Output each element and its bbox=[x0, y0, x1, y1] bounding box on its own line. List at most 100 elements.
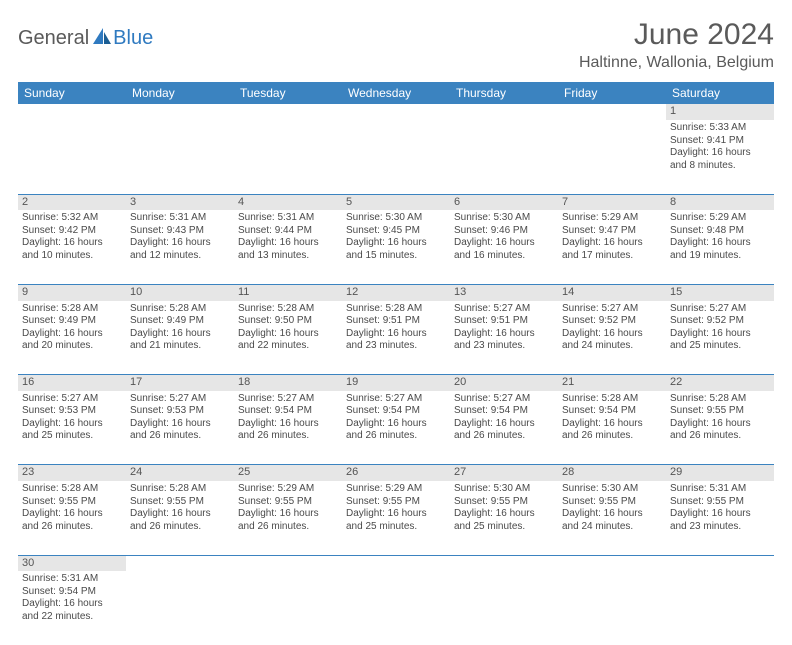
sunrise-text: Sunrise: 5:28 AM bbox=[238, 303, 338, 316]
day2-text: and 23 minutes. bbox=[346, 340, 446, 353]
day2-text: and 24 minutes. bbox=[562, 521, 662, 534]
day-number-cell: 24 bbox=[126, 465, 234, 481]
day-number-cell bbox=[342, 555, 450, 571]
day-cell: Sunrise: 5:28 AMSunset: 9:50 PMDaylight:… bbox=[234, 301, 342, 375]
sunrise-text: Sunrise: 5:28 AM bbox=[130, 483, 230, 496]
day-cell: Sunrise: 5:28 AMSunset: 9:51 PMDaylight:… bbox=[342, 301, 450, 375]
day-number-cell: 19 bbox=[342, 375, 450, 391]
day-number-cell: 4 bbox=[234, 194, 342, 210]
sunrise-text: Sunrise: 5:31 AM bbox=[238, 212, 338, 225]
day1-text: Daylight: 16 hours bbox=[22, 598, 122, 611]
day1-text: Daylight: 16 hours bbox=[670, 328, 770, 341]
weekday-header: Monday bbox=[126, 82, 234, 104]
day-cell: Sunrise: 5:30 AMSunset: 9:46 PMDaylight:… bbox=[450, 210, 558, 284]
day2-text: and 16 minutes. bbox=[454, 250, 554, 263]
sunrise-text: Sunrise: 5:32 AM bbox=[22, 212, 122, 225]
day-number-cell: 15 bbox=[666, 284, 774, 300]
day1-text: Daylight: 16 hours bbox=[22, 328, 122, 341]
day-cell: Sunrise: 5:30 AMSunset: 9:45 PMDaylight:… bbox=[342, 210, 450, 284]
day2-text: and 8 minutes. bbox=[670, 160, 770, 173]
header: General Blue June 2024 Haltinne, Walloni… bbox=[18, 18, 774, 72]
day2-text: and 21 minutes. bbox=[130, 340, 230, 353]
day-number-cell: 14 bbox=[558, 284, 666, 300]
day-cell bbox=[450, 120, 558, 194]
sunrise-text: Sunrise: 5:30 AM bbox=[454, 212, 554, 225]
day-cell: Sunrise: 5:29 AMSunset: 9:55 PMDaylight:… bbox=[342, 481, 450, 555]
day-cell bbox=[126, 120, 234, 194]
sunrise-text: Sunrise: 5:30 AM bbox=[454, 483, 554, 496]
day-number-cell bbox=[342, 104, 450, 120]
day-number-row: 1 bbox=[18, 104, 774, 120]
sunset-text: Sunset: 9:55 PM bbox=[670, 496, 770, 509]
day-number-cell: 28 bbox=[558, 465, 666, 481]
day-content-row: Sunrise: 5:28 AMSunset: 9:49 PMDaylight:… bbox=[18, 301, 774, 375]
day-cell: Sunrise: 5:29 AMSunset: 9:47 PMDaylight:… bbox=[558, 210, 666, 284]
sunrise-text: Sunrise: 5:27 AM bbox=[22, 393, 122, 406]
sunset-text: Sunset: 9:55 PM bbox=[22, 496, 122, 509]
day2-text: and 25 minutes. bbox=[22, 430, 122, 443]
day1-text: Daylight: 16 hours bbox=[562, 418, 662, 431]
sunset-text: Sunset: 9:43 PM bbox=[130, 225, 230, 238]
sunrise-text: Sunrise: 5:31 AM bbox=[130, 212, 230, 225]
day1-text: Daylight: 16 hours bbox=[454, 328, 554, 341]
sunset-text: Sunset: 9:42 PM bbox=[22, 225, 122, 238]
sunset-text: Sunset: 9:53 PM bbox=[22, 405, 122, 418]
sunset-text: Sunset: 9:55 PM bbox=[670, 405, 770, 418]
sunset-text: Sunset: 9:44 PM bbox=[238, 225, 338, 238]
sunrise-text: Sunrise: 5:29 AM bbox=[346, 483, 446, 496]
day-number-cell bbox=[18, 104, 126, 120]
day-number-cell: 5 bbox=[342, 194, 450, 210]
weekday-header: Saturday bbox=[666, 82, 774, 104]
day-number-cell bbox=[666, 555, 774, 571]
sunrise-text: Sunrise: 5:33 AM bbox=[670, 122, 770, 135]
day-cell bbox=[666, 571, 774, 645]
day1-text: Daylight: 16 hours bbox=[22, 418, 122, 431]
day-number-cell: 7 bbox=[558, 194, 666, 210]
day-cell: Sunrise: 5:31 AMSunset: 9:44 PMDaylight:… bbox=[234, 210, 342, 284]
sunrise-text: Sunrise: 5:28 AM bbox=[22, 483, 122, 496]
day-number-row: 16171819202122 bbox=[18, 375, 774, 391]
sunset-text: Sunset: 9:52 PM bbox=[562, 315, 662, 328]
day-cell bbox=[558, 120, 666, 194]
calendar-table: SundayMondayTuesdayWednesdayThursdayFrid… bbox=[18, 82, 774, 645]
day-number-cell: 6 bbox=[450, 194, 558, 210]
sunrise-text: Sunrise: 5:29 AM bbox=[238, 483, 338, 496]
sunset-text: Sunset: 9:45 PM bbox=[346, 225, 446, 238]
day-cell bbox=[234, 120, 342, 194]
day-cell: Sunrise: 5:27 AMSunset: 9:54 PMDaylight:… bbox=[342, 391, 450, 465]
day-number-cell bbox=[126, 555, 234, 571]
location: Haltinne, Wallonia, Belgium bbox=[579, 54, 774, 72]
day-number-cell bbox=[450, 104, 558, 120]
sunrise-text: Sunrise: 5:28 AM bbox=[346, 303, 446, 316]
day2-text: and 26 minutes. bbox=[238, 430, 338, 443]
sunset-text: Sunset: 9:55 PM bbox=[130, 496, 230, 509]
sunset-text: Sunset: 9:55 PM bbox=[562, 496, 662, 509]
day-cell: Sunrise: 5:28 AMSunset: 9:54 PMDaylight:… bbox=[558, 391, 666, 465]
day-cell: Sunrise: 5:31 AMSunset: 9:43 PMDaylight:… bbox=[126, 210, 234, 284]
day-cell: Sunrise: 5:28 AMSunset: 9:55 PMDaylight:… bbox=[666, 391, 774, 465]
day-number-cell: 27 bbox=[450, 465, 558, 481]
day-number-cell: 22 bbox=[666, 375, 774, 391]
day-number-cell: 29 bbox=[666, 465, 774, 481]
day-number-cell: 20 bbox=[450, 375, 558, 391]
sunset-text: Sunset: 9:53 PM bbox=[130, 405, 230, 418]
day-content-row: Sunrise: 5:27 AMSunset: 9:53 PMDaylight:… bbox=[18, 391, 774, 465]
sunset-text: Sunset: 9:54 PM bbox=[238, 405, 338, 418]
day1-text: Daylight: 16 hours bbox=[130, 418, 230, 431]
sunset-text: Sunset: 9:47 PM bbox=[562, 225, 662, 238]
sail-icon bbox=[91, 26, 113, 51]
sunrise-text: Sunrise: 5:29 AM bbox=[670, 212, 770, 225]
day1-text: Daylight: 16 hours bbox=[22, 508, 122, 521]
day1-text: Daylight: 16 hours bbox=[562, 328, 662, 341]
sunrise-text: Sunrise: 5:28 AM bbox=[562, 393, 662, 406]
day1-text: Daylight: 16 hours bbox=[454, 418, 554, 431]
sunrise-text: Sunrise: 5:29 AM bbox=[562, 212, 662, 225]
day-number-cell: 10 bbox=[126, 284, 234, 300]
day2-text: and 17 minutes. bbox=[562, 250, 662, 263]
day2-text: and 26 minutes. bbox=[346, 430, 446, 443]
day-cell bbox=[126, 571, 234, 645]
logo-text-blue: Blue bbox=[113, 27, 153, 50]
day-number-cell bbox=[234, 555, 342, 571]
sunset-text: Sunset: 9:50 PM bbox=[238, 315, 338, 328]
day-number-cell bbox=[558, 104, 666, 120]
